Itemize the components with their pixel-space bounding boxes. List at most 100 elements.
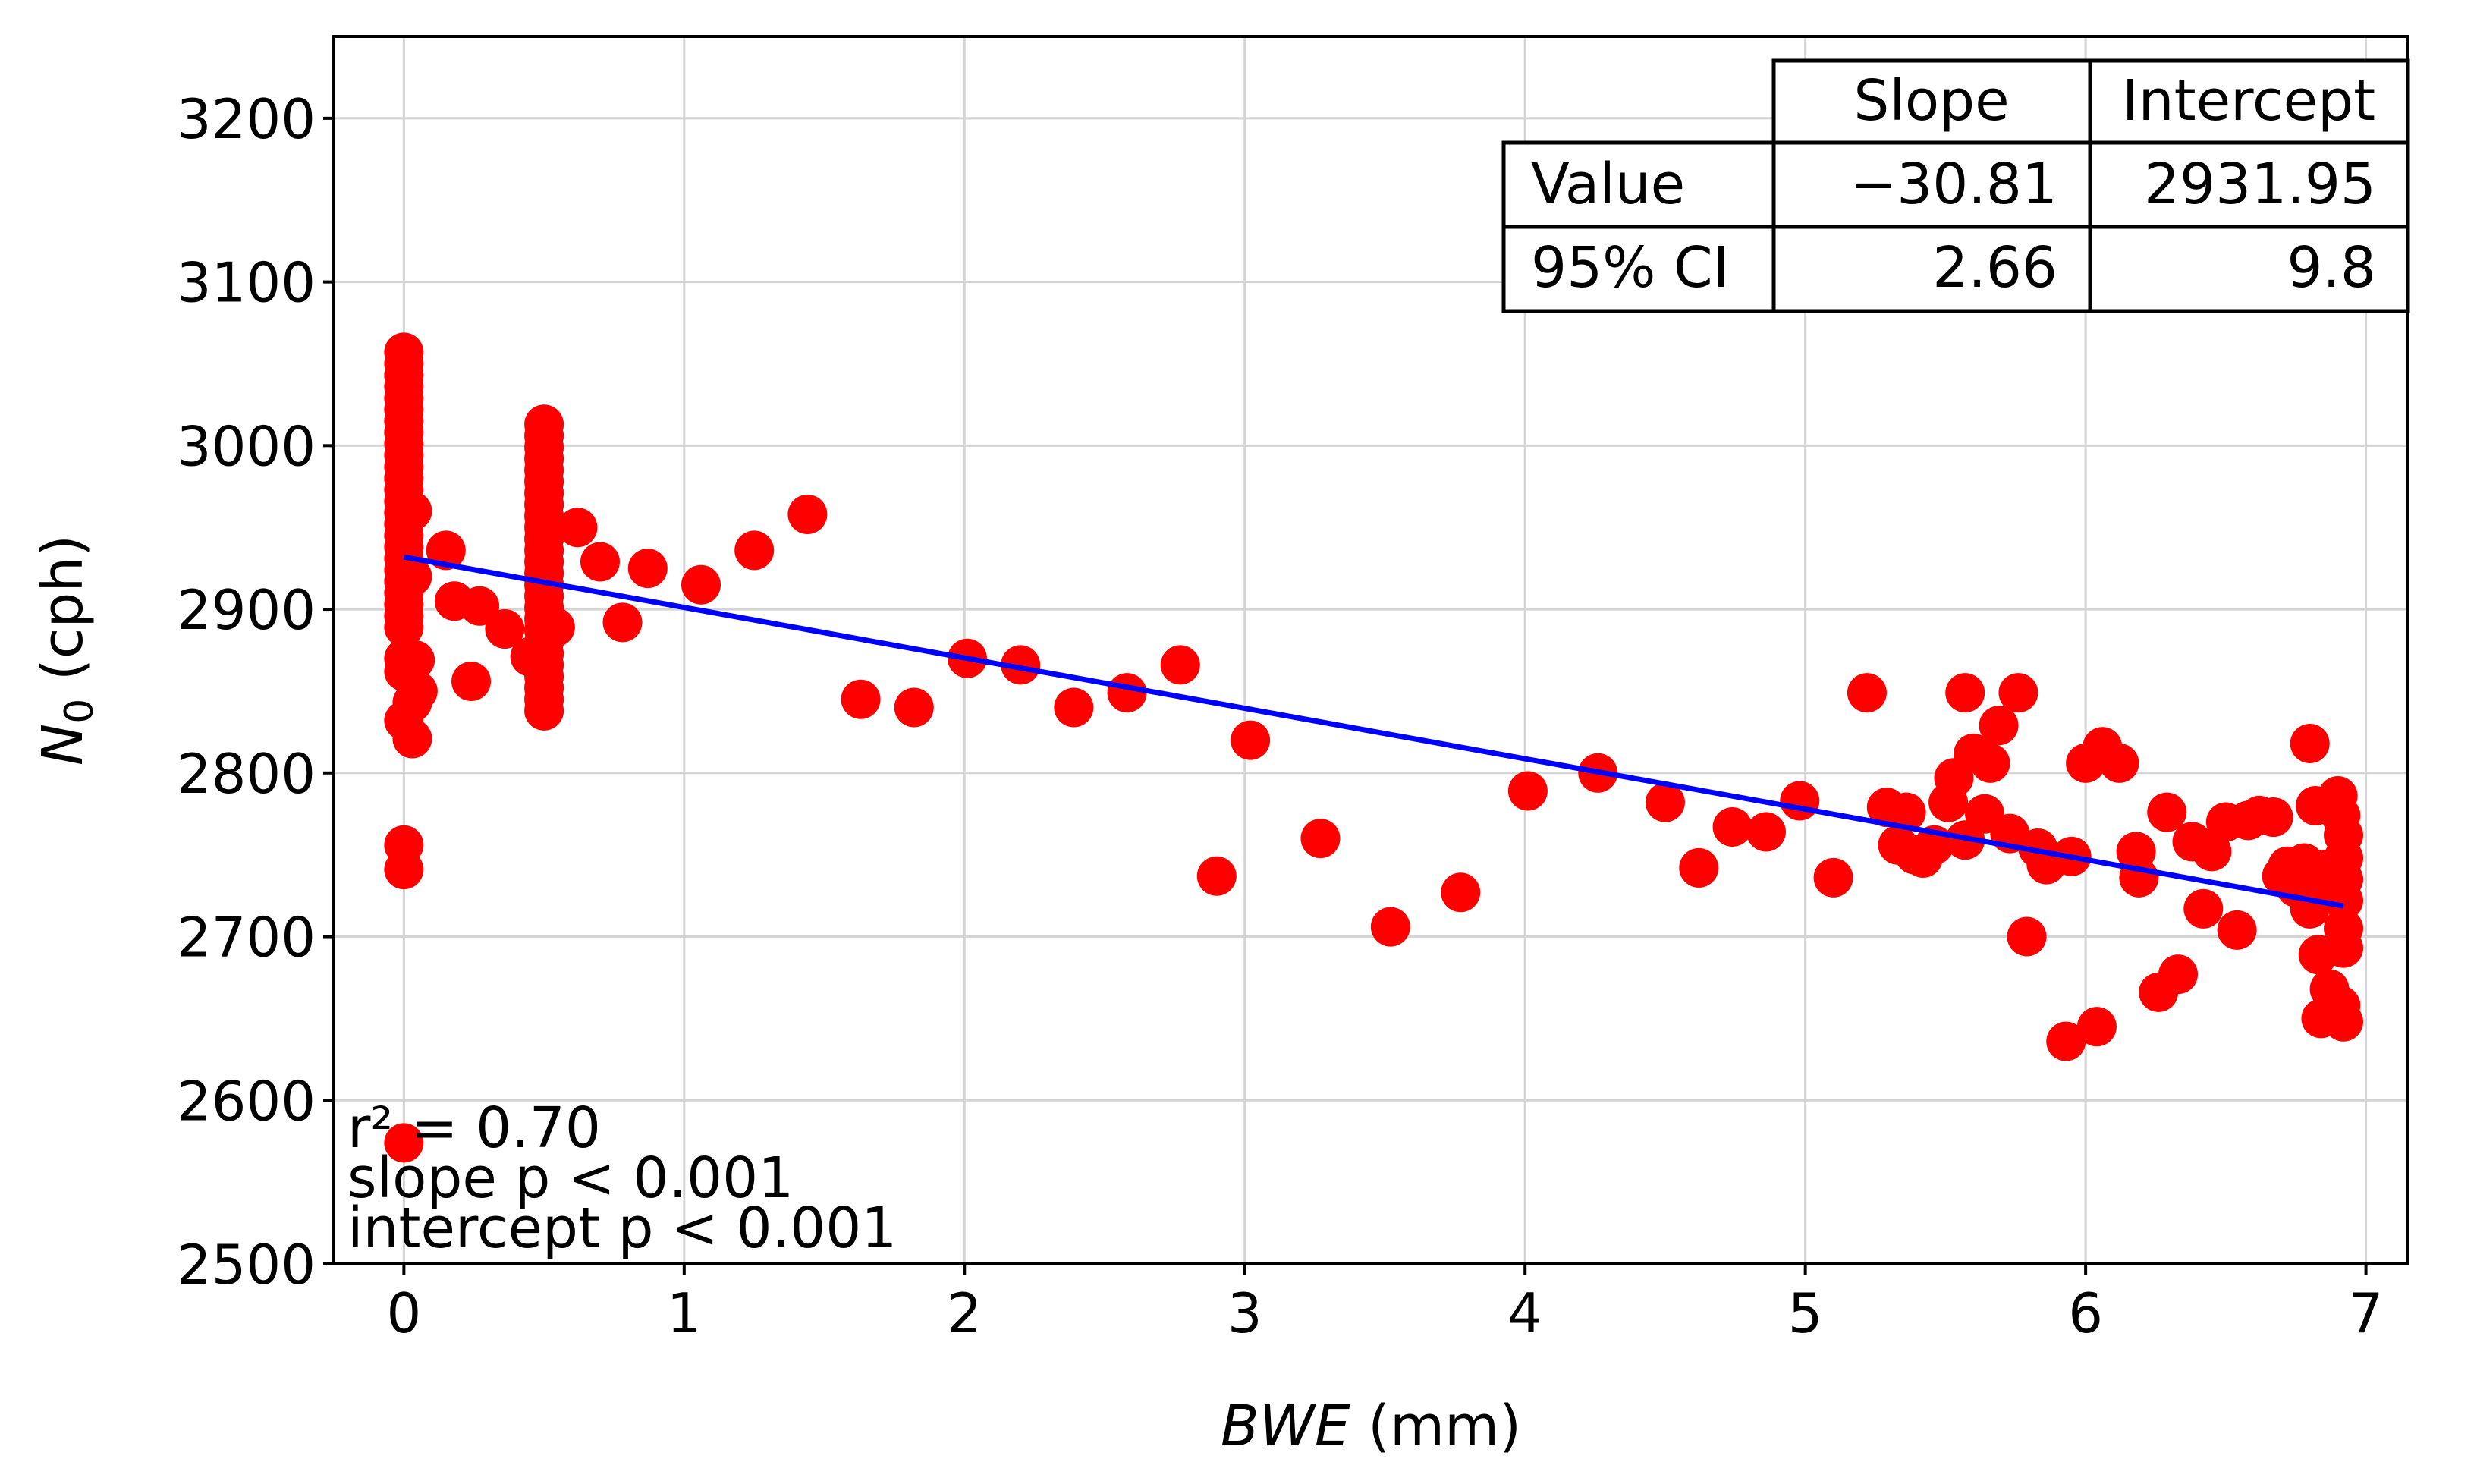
data-point <box>524 690 564 731</box>
data-point <box>558 508 598 548</box>
data-point <box>1998 673 2038 713</box>
data-point <box>2147 792 2187 832</box>
data-point <box>1107 673 1147 713</box>
data-point <box>1441 872 1481 913</box>
data-point <box>1300 819 1341 859</box>
data-point <box>1231 720 1271 760</box>
y-axis-label: N0 (cph) <box>30 535 102 766</box>
data-point <box>485 608 525 649</box>
x-axis-label: BWE (mm) <box>1221 1394 1521 1459</box>
data-point <box>2253 797 2293 838</box>
data-point <box>2099 743 2139 783</box>
stats-annotations: r² = 0.70 slope p < 0.001 intercept p < … <box>347 1096 897 1261</box>
data-point <box>1970 743 2010 783</box>
data-point <box>841 679 881 719</box>
axis-ticks: 0 1 2 3 4 5 6 7 2500 2600 2700 2800 2900 3000 3100 3200 <box>177 87 2384 1345</box>
y-tick-label: 3100 <box>177 251 316 315</box>
data-point <box>2119 857 2159 898</box>
data-point <box>1679 847 1719 888</box>
data-point <box>395 640 435 680</box>
data-point <box>1001 645 1041 685</box>
y-tick-label: 2800 <box>177 742 316 806</box>
data-point <box>1813 857 1853 898</box>
x-tick-label: 0 <box>386 1281 421 1345</box>
x-tick-label: 7 <box>2349 1281 2384 1345</box>
x-tick-label: 6 <box>2068 1281 2103 1345</box>
data-point <box>1712 806 1752 847</box>
data-point <box>392 556 432 596</box>
data-point <box>580 542 620 582</box>
annotation-intercept-p: intercept p < 0.001 <box>347 1196 897 1261</box>
y-axis-label-subscript: 0 <box>57 699 102 724</box>
data-point <box>535 607 575 647</box>
x-tick-label: 5 <box>1788 1281 1823 1345</box>
table-col-label: Intercept <box>2122 68 2375 134</box>
table-cell: 2931.95 <box>2144 152 2376 217</box>
y-axis-label-variable: N <box>30 724 96 766</box>
data-point <box>460 586 500 626</box>
y-tick-label: 2700 <box>177 906 316 970</box>
data-point <box>1945 673 1985 713</box>
x-tick-label: 4 <box>1507 1281 1542 1345</box>
y-tick-label: 3200 <box>177 87 316 151</box>
x-tick-label: 1 <box>667 1281 702 1345</box>
table-cell: −30.81 <box>1850 152 2057 217</box>
data-point <box>894 687 934 728</box>
x-axis-label-variable: BWE <box>1221 1394 1350 1459</box>
data-point <box>787 494 828 534</box>
data-point <box>384 850 424 890</box>
table-col-label: Slope <box>1853 68 2009 134</box>
data-point <box>1370 907 1410 947</box>
data-point <box>384 1123 424 1163</box>
data-point <box>1645 782 1685 822</box>
data-point <box>2046 1021 2086 1061</box>
data-point <box>2076 1007 2117 1047</box>
data-point <box>2192 832 2232 872</box>
data-point <box>2324 881 2364 921</box>
data-point <box>1780 781 1820 821</box>
data-point <box>1160 645 1200 685</box>
stats-table: Slope Intercept Value −30.81 2931.95 95%… <box>1501 58 2410 313</box>
data-point <box>2324 1001 2364 1042</box>
x-tick-label: 3 <box>1227 1281 1262 1345</box>
x-axis-label-unit: (mm) <box>1350 1394 1521 1459</box>
table-row-label: 95% CI <box>1531 235 1730 300</box>
data-points <box>384 332 2364 1163</box>
annotation-slope-p: slope p < 0.001 <box>347 1146 794 1211</box>
data-point <box>1196 856 1237 896</box>
y-tick-label: 2600 <box>177 1069 316 1133</box>
data-point <box>1746 812 1786 852</box>
data-point <box>1886 792 1926 832</box>
data-point <box>384 607 424 647</box>
y-axis-label-unit: (cph) <box>30 535 96 699</box>
y-tick-label: 2900 <box>177 578 316 642</box>
data-point <box>1847 673 1887 713</box>
data-point <box>734 530 775 571</box>
data-point <box>681 564 721 605</box>
data-point <box>398 671 438 711</box>
data-point <box>2007 916 2047 957</box>
data-point <box>627 549 668 589</box>
x-tick-label: 2 <box>947 1281 982 1345</box>
y-tick-label: 3000 <box>177 414 316 478</box>
data-point <box>2217 910 2257 950</box>
data-point <box>1054 687 1094 728</box>
data-point <box>1979 706 2019 746</box>
y-tick-label: 2500 <box>177 1233 316 1297</box>
data-point <box>2290 723 2330 763</box>
data-point <box>451 661 492 701</box>
annotation-r2: r² = 0.70 <box>347 1096 601 1161</box>
table-cell: 2.66 <box>1932 235 2057 300</box>
regression-line <box>403 554 2344 909</box>
data-point <box>1507 771 1548 811</box>
plot-frame <box>332 35 2409 1265</box>
data-point <box>2324 928 2364 968</box>
data-point <box>2158 954 2199 995</box>
data-point <box>392 491 432 531</box>
data-point <box>392 718 432 759</box>
table-row-label: Value <box>1531 152 1685 217</box>
data-point <box>602 602 643 643</box>
data-point <box>2183 888 2224 929</box>
table-cell: 9.8 <box>2287 235 2376 300</box>
